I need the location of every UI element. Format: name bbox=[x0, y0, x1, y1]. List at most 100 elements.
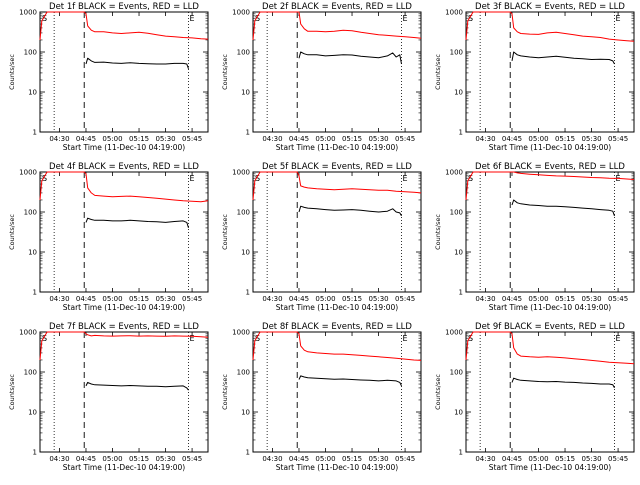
x-tick-label: 05:15 bbox=[342, 295, 362, 303]
x-tick-label: 04:45 bbox=[76, 135, 96, 143]
panel-det-9f: Det 9f BLACK = Events, RED = LLD 1 10 100 10… bbox=[434, 322, 635, 472]
x-tick-label: 04:45 bbox=[76, 295, 96, 303]
panel-title: Det 3f BLACK = Events, RED = LLD bbox=[475, 2, 625, 12]
y-tick-label: 100 bbox=[450, 369, 463, 377]
start-marker-label: S bbox=[42, 174, 47, 183]
y-tick-label: 1 bbox=[246, 289, 250, 297]
x-tick-label: 05:45 bbox=[395, 295, 415, 303]
y-tick-label: 1 bbox=[246, 449, 250, 457]
x-tick-label: 05:15 bbox=[342, 135, 362, 143]
y-tick-label: 10 bbox=[454, 89, 463, 97]
y-tick-label: 100 bbox=[237, 369, 250, 377]
y-tick-label: 1000 bbox=[445, 9, 463, 17]
plot-frame bbox=[465, 11, 635, 133]
plot-frame bbox=[39, 331, 209, 453]
plot-frame bbox=[465, 171, 635, 293]
x-tick-label: 05:00 bbox=[528, 295, 548, 303]
y-tick-label: 10 bbox=[28, 89, 37, 97]
x-tick-label: 04:30 bbox=[475, 295, 495, 303]
start-marker-label: S bbox=[468, 14, 473, 23]
x-tick-label: 04:30 bbox=[262, 295, 282, 303]
x-tick-label: 05:00 bbox=[102, 455, 122, 463]
x-tick-label: 04:45 bbox=[502, 295, 522, 303]
x-tick-label: 04:30 bbox=[475, 135, 495, 143]
x-tick-label: 05:45 bbox=[395, 135, 415, 143]
start-marker-label: S bbox=[255, 14, 260, 23]
end-marker-label: E bbox=[403, 334, 408, 343]
x-tick-label: 05:45 bbox=[182, 135, 202, 143]
end-marker-label: E bbox=[190, 174, 195, 183]
panel-title: Det 8f BLACK = Events, RED = LLD bbox=[262, 322, 412, 332]
x-tick-label: 04:45 bbox=[76, 455, 96, 463]
x-tick-label: 04:30 bbox=[475, 455, 495, 463]
x-tick-label: 05:45 bbox=[608, 295, 628, 303]
y-tick-label: 10 bbox=[241, 89, 250, 97]
y-axis-label: Counts/sec bbox=[221, 374, 229, 410]
end-marker-label: E bbox=[616, 14, 621, 23]
x-tick-label: 05:30 bbox=[368, 295, 388, 303]
panel-det-1f: Det 1f BLACK = Events, RED = LLD 1 10 100 10… bbox=[8, 2, 209, 152]
end-marker-label: E bbox=[403, 14, 408, 23]
x-tick-label: 05:15 bbox=[129, 295, 149, 303]
y-tick-label: 10 bbox=[454, 409, 463, 417]
lld-series-line bbox=[252, 331, 422, 361]
x-tick-label: 05:15 bbox=[555, 135, 575, 143]
lld-series-line bbox=[465, 171, 635, 201]
x-tick-label: 04:30 bbox=[49, 135, 69, 143]
end-marker-label: E bbox=[190, 14, 195, 23]
x-tick-label: 05:30 bbox=[581, 135, 601, 143]
panel-det-3f: Det 3f BLACK = Events, RED = LLD 1 10 100 10… bbox=[434, 2, 635, 152]
x-axis-label: Start Time (11-Dec-10 04:19:00) bbox=[489, 143, 611, 152]
x-tick-label: 04:30 bbox=[262, 135, 282, 143]
end-marker-label: E bbox=[616, 334, 621, 343]
plot-frame bbox=[39, 11, 209, 133]
x-axis-label: Start Time (11-Dec-10 04:19:00) bbox=[276, 143, 398, 152]
x-tick-label: 05:45 bbox=[395, 455, 415, 463]
x-tick-label: 05:00 bbox=[315, 135, 335, 143]
y-tick-label: 1 bbox=[246, 129, 250, 137]
y-tick-label: 100 bbox=[24, 369, 37, 377]
y-tick-label: 10 bbox=[28, 409, 37, 417]
x-tick-label: 05:30 bbox=[155, 135, 175, 143]
y-tick-label: 100 bbox=[237, 209, 250, 217]
panel-title: Det 2f BLACK = Events, RED = LLD bbox=[262, 2, 412, 12]
events-series-line bbox=[511, 199, 615, 217]
lld-series-line bbox=[252, 11, 422, 41]
y-axis-label: Counts/sec bbox=[434, 54, 442, 90]
y-tick-label: 100 bbox=[450, 49, 463, 57]
lld-series-line bbox=[465, 331, 635, 365]
panel-title: Det 1f BLACK = Events, RED = LLD bbox=[49, 2, 199, 12]
y-tick-label: 10 bbox=[241, 409, 250, 417]
start-marker-label: S bbox=[42, 14, 47, 23]
y-tick-label: 10 bbox=[454, 249, 463, 257]
y-tick-label: 1000 bbox=[19, 329, 37, 337]
panel-det-7f: Det 7f BLACK = Events, RED = LLD 1 10 100 10… bbox=[8, 322, 209, 472]
panel-title: Det 9f BLACK = Events, RED = LLD bbox=[475, 322, 625, 332]
plot-frame bbox=[252, 331, 422, 453]
y-axis-label: Counts/sec bbox=[8, 374, 16, 410]
lld-series-line bbox=[39, 11, 209, 41]
y-axis-label: Counts/sec bbox=[8, 54, 16, 90]
x-tick-label: 05:00 bbox=[102, 135, 122, 143]
y-tick-label: 1 bbox=[33, 129, 37, 137]
x-tick-label: 05:00 bbox=[315, 295, 335, 303]
x-tick-label: 05:00 bbox=[528, 135, 548, 143]
start-marker-label: S bbox=[468, 334, 473, 343]
y-tick-label: 1 bbox=[33, 289, 37, 297]
panel-title: Det 5f BLACK = Events, RED = LLD bbox=[262, 162, 412, 172]
x-tick-label: 04:30 bbox=[262, 455, 282, 463]
start-marker-label: S bbox=[468, 174, 473, 183]
plot-frame bbox=[39, 171, 209, 293]
events-series-line bbox=[298, 375, 402, 387]
events-series-line bbox=[85, 381, 189, 391]
y-tick-label: 100 bbox=[450, 209, 463, 217]
end-marker-label: E bbox=[403, 174, 408, 183]
lld-series-line bbox=[39, 331, 209, 361]
x-axis-label: Start Time (11-Dec-10 04:19:00) bbox=[489, 463, 611, 472]
events-series-line bbox=[85, 57, 189, 69]
plot-frame bbox=[252, 11, 422, 133]
y-tick-label: 10 bbox=[28, 249, 37, 257]
x-axis-label: Start Time (11-Dec-10 04:19:00) bbox=[489, 303, 611, 312]
end-marker-label: E bbox=[190, 334, 195, 343]
